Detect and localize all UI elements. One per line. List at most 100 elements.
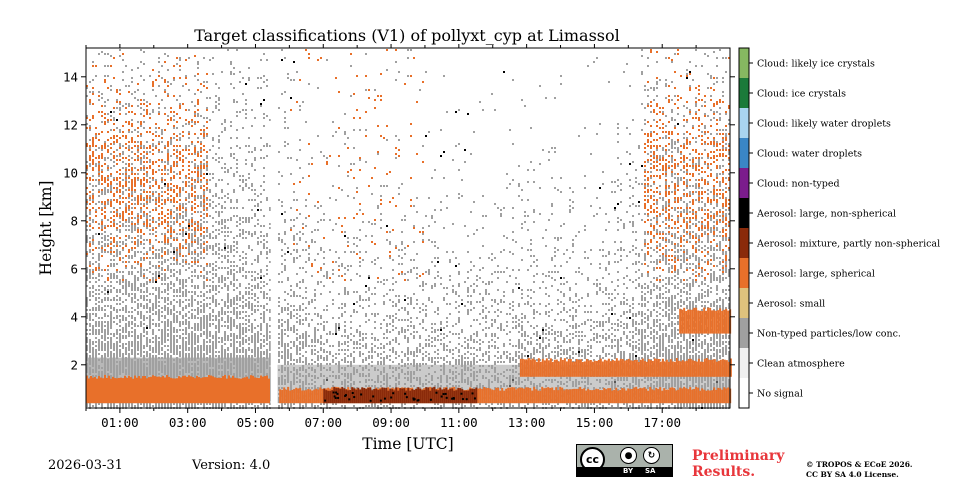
heatmap-cell [170, 329, 172, 331]
heatmap-cell [224, 333, 226, 335]
heatmap-cell [188, 335, 190, 337]
heatmap-cell [92, 243, 94, 245]
heatmap-cell [182, 287, 184, 289]
heatmap-cell [137, 345, 139, 347]
heatmap-cell [164, 251, 166, 253]
heatmap-cell [194, 323, 196, 325]
heatmap-cell [146, 157, 148, 159]
heatmap-cell [251, 125, 253, 127]
heatmap-cell [200, 129, 202, 131]
heatmap-cell [143, 295, 145, 297]
heatmap-cell [254, 147, 256, 149]
heatmap-cell [152, 293, 154, 295]
heatmap-cell [143, 347, 145, 349]
heatmap-cell [134, 141, 136, 143]
heatmap-cell [86, 237, 88, 239]
heatmap-cell [227, 267, 229, 269]
heatmap-cell [86, 239, 88, 241]
heatmap-cell [140, 321, 142, 323]
heatmap-cell [206, 167, 208, 169]
heatmap-cell [140, 49, 142, 51]
heatmap-cell [254, 277, 256, 279]
heatmap-cell [161, 217, 163, 219]
heatmap-cell [191, 327, 193, 329]
heatmap-cell [242, 355, 244, 357]
heatmap-cell [230, 327, 232, 329]
heatmap-cell [110, 325, 112, 327]
heatmap-cell [176, 291, 178, 293]
heatmap-cell [242, 251, 244, 253]
heatmap-cell [155, 231, 157, 233]
heatmap-cell [110, 203, 112, 205]
heatmap-cell [110, 339, 112, 341]
heatmap-cell [221, 157, 223, 159]
heatmap-cell [251, 303, 253, 305]
heatmap-cell [263, 353, 265, 355]
heatmap-cell [245, 219, 247, 221]
heatmap-cell [200, 235, 202, 237]
heatmap-cell [140, 303, 142, 305]
heatmap-cell [248, 67, 250, 69]
heatmap-cell [218, 215, 220, 217]
heatmap-cell [140, 107, 142, 109]
heatmap-cell [98, 279, 100, 281]
heatmap-cell [89, 157, 91, 159]
heatmap-cell [266, 143, 268, 145]
heatmap-cell [263, 405, 265, 407]
heatmap-cell [221, 223, 223, 225]
heatmap-cell [152, 355, 154, 357]
heatmap-cell [227, 315, 229, 317]
heatmap-cell [167, 189, 169, 191]
heatmap-cell [110, 355, 112, 357]
heatmap-cell [230, 333, 232, 335]
heatmap-cell [143, 283, 145, 285]
heatmap-cell [149, 249, 151, 251]
heatmap-cell [212, 157, 214, 159]
heatmap-cell [86, 345, 88, 347]
heatmap-cell [191, 179, 193, 181]
heatmap-cell [140, 343, 142, 345]
heatmap-cell [227, 335, 229, 337]
heatmap-cell [176, 403, 178, 405]
heatmap-cell [164, 79, 166, 81]
heatmap-cell [116, 337, 118, 339]
heatmap-cell [221, 311, 223, 313]
heatmap-cell [116, 199, 118, 201]
heatmap-cell [164, 199, 166, 201]
heatmap-cell [104, 205, 106, 207]
heatmap-cell [113, 211, 115, 213]
heatmap-cell [278, 273, 280, 275]
heatmap-cell [149, 75, 151, 77]
heatmap-cell [185, 207, 187, 209]
heatmap-cell [227, 289, 229, 291]
heatmap-cell [101, 291, 103, 293]
heatmap-cell [86, 253, 88, 255]
heatmap-cell [224, 201, 226, 203]
heatmap-cell [113, 187, 115, 189]
heatmap-cell [113, 265, 115, 267]
heatmap-cell [86, 277, 88, 279]
heatmap-cell [116, 281, 118, 283]
heatmap-cell [158, 287, 160, 289]
heatmap-cell [131, 111, 133, 113]
heatmap-cell [122, 355, 124, 357]
heatmap-cell [185, 403, 187, 405]
heatmap-cell [191, 141, 193, 143]
heatmap-cell [86, 301, 88, 303]
heatmap-cell [188, 341, 190, 343]
heatmap-cell [143, 63, 145, 65]
heatmap-cell [188, 291, 190, 293]
heatmap-cell [158, 261, 160, 263]
heatmap-cell [95, 65, 97, 67]
heatmap-cell [98, 241, 100, 243]
heatmap-cell [188, 121, 190, 123]
heatmap-cell [260, 345, 262, 347]
heatmap-cell [167, 297, 169, 299]
heatmap-cell [257, 347, 259, 349]
heatmap-cell [107, 199, 109, 201]
heatmap-cell [140, 181, 142, 183]
heatmap-cell [92, 169, 94, 171]
heatmap-cell [98, 227, 100, 229]
heatmap-cell [227, 259, 229, 261]
heatmap-cell [212, 343, 214, 345]
